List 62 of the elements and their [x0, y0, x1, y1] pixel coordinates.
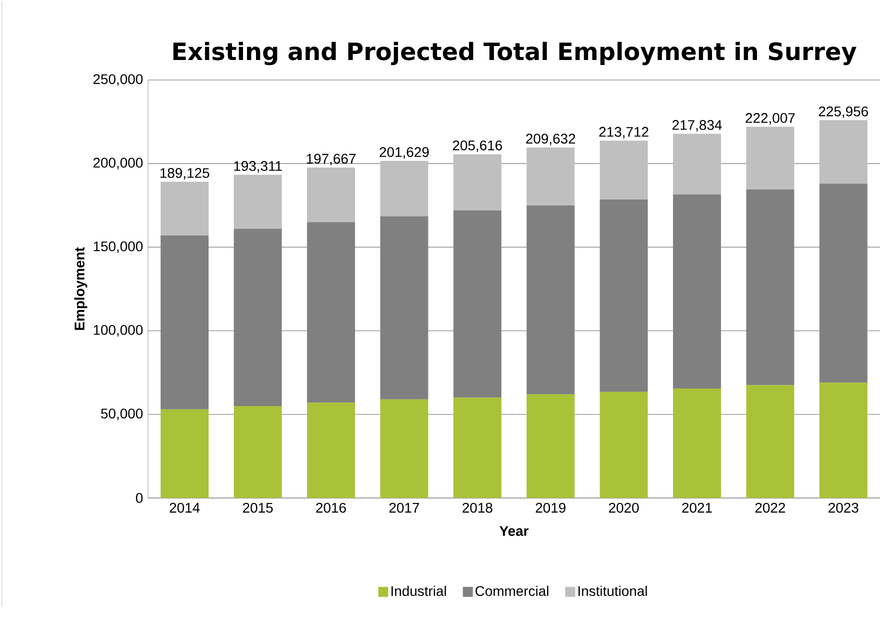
y-tick-label: 200,000: [93, 158, 143, 170]
legend-label: Institutional: [578, 586, 647, 596]
bar: [526, 394, 575, 498]
x-axis-title: Year: [500, 526, 529, 536]
total-label: 193,311: [234, 161, 282, 173]
bar: [746, 190, 794, 386]
bar: [234, 406, 282, 498]
bar: [453, 210, 502, 398]
bar: [526, 205, 575, 394]
y-axis-title: Employment: [74, 247, 88, 330]
bar: [600, 392, 648, 498]
bar: [160, 409, 209, 498]
legend-label: Industrial: [392, 586, 446, 596]
total-label: 201,629: [380, 147, 429, 159]
x-tick-label: 2015: [243, 502, 273, 513]
legend-label: Commercial: [476, 586, 548, 596]
bar: [234, 174, 282, 229]
bar: [453, 154, 502, 210]
bar: [526, 147, 575, 206]
bar: [234, 228, 282, 406]
total-label: 209,632: [526, 134, 576, 146]
bar: [307, 222, 356, 403]
total-label: 197,667: [306, 154, 356, 166]
bar: [600, 140, 648, 200]
x-tick-label: 2022: [755, 502, 786, 513]
bar: [600, 200, 648, 392]
y-tick-label: 50,000: [101, 408, 143, 420]
bar: [380, 216, 428, 400]
y-tick-label: 100,000: [94, 325, 143, 337]
chart-title: Existing and Projected Total Employment in Surrey: [173, 42, 856, 66]
bar: [673, 134, 722, 195]
total-label: 205,616: [452, 140, 502, 152]
bar: [819, 184, 868, 383]
bar: [160, 182, 209, 236]
bar: [380, 399, 428, 498]
bar: [307, 402, 356, 498]
bar: [746, 126, 794, 190]
total-label: 213,712: [599, 126, 648, 138]
x-tick-label: 2018: [462, 502, 492, 513]
bar: [673, 388, 722, 498]
x-tick-label: 2017: [389, 502, 420, 513]
x-tick-label: 2023: [828, 502, 858, 513]
bar: [746, 385, 794, 498]
bar: [453, 398, 502, 498]
x-tick-label: 2014: [170, 502, 200, 513]
y-tick-label: 250,000: [93, 74, 143, 86]
bar: [819, 382, 868, 498]
x-tick-label: 2020: [608, 502, 639, 513]
bar: [160, 235, 209, 410]
x-tick-label: 2016: [316, 502, 346, 513]
bar: [307, 167, 356, 222]
x-tick-label: 2019: [536, 502, 566, 513]
total-label: 189,125: [160, 168, 210, 180]
x-tick-label: 2021: [682, 502, 712, 513]
y-tick-label: 0: [136, 493, 143, 503]
bar: [673, 194, 722, 388]
bar: [380, 160, 428, 216]
total-label: 225,956: [818, 106, 868, 118]
total-label: 217,834: [672, 120, 722, 132]
y-tick-label: 150,000: [94, 241, 143, 253]
bar: [819, 120, 868, 184]
total-label: 222,007: [746, 113, 795, 125]
